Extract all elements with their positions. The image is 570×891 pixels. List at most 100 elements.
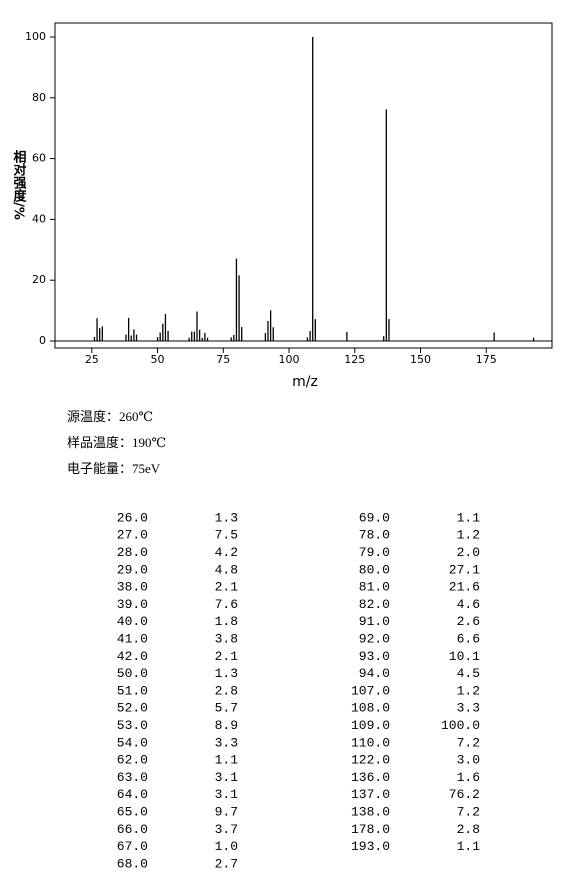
intensity-cell: 2.8 xyxy=(457,822,480,837)
intensity-cell: 9.7 xyxy=(215,805,238,820)
intensity-cell: 1.3 xyxy=(215,510,238,525)
y-tick-label: 80 xyxy=(32,91,46,104)
intensity-cell: 2.7 xyxy=(215,856,238,871)
intensity-cell: 4.6 xyxy=(457,597,480,612)
intensity-cell: 2.1 xyxy=(215,580,239,595)
mz-cell: 81.0 xyxy=(359,580,390,595)
intensity-cell: 7.2 xyxy=(457,735,480,750)
intensity-cell: 8.9 xyxy=(215,718,238,733)
intensity-cell: 1.1 xyxy=(457,510,481,525)
intensity-cell: 4.2 xyxy=(215,545,238,560)
intensity-cell: 2.6 xyxy=(457,614,480,629)
mz-cell: 67.0 xyxy=(117,839,148,854)
mz-cell: 178.0 xyxy=(351,822,390,837)
mz-cell: 138.0 xyxy=(351,805,390,820)
mz-cell: 193.0 xyxy=(351,839,390,854)
intensity-cell: 1.1 xyxy=(215,753,239,768)
mz-cell: 137.0 xyxy=(351,787,390,802)
y-tick-label: 100 xyxy=(25,30,46,43)
condition: 源温度：260℃ xyxy=(67,409,153,424)
mz-cell: 64.0 xyxy=(117,787,148,802)
x-tick-label: 150 xyxy=(410,353,431,366)
x-tick-label: 75 xyxy=(216,353,230,366)
intensity-cell: 5.7 xyxy=(215,701,238,716)
intensity-cell: 1.6 xyxy=(457,770,480,785)
y-tick-label: 40 xyxy=(32,212,46,225)
intensity-cell: 1.3 xyxy=(215,666,238,681)
x-tick-label: 25 xyxy=(85,353,99,366)
intensity-cell: 4.8 xyxy=(215,562,238,577)
intensity-cell: 1.8 xyxy=(215,614,238,629)
y-tick-label: 60 xyxy=(32,152,46,165)
mz-cell: 38.0 xyxy=(117,580,148,595)
mz-cell: 40.0 xyxy=(117,614,148,629)
intensity-cell: 1.2 xyxy=(457,683,480,698)
mz-cell: 53.0 xyxy=(117,718,148,733)
y-axis-label: 相对强度/% xyxy=(11,150,27,220)
intensity-cell: 1.1 xyxy=(457,839,481,854)
intensity-cell: 3.8 xyxy=(215,632,238,647)
mz-cell: 62.0 xyxy=(117,753,148,768)
intensity-cell: 3.1 xyxy=(215,787,239,802)
mz-cell: 110.0 xyxy=(351,735,390,750)
mz-cell: 92.0 xyxy=(359,632,390,647)
intensity-cell: 6.6 xyxy=(457,632,480,647)
mz-cell: 136.0 xyxy=(351,770,390,785)
intensity-cell: 27.1 xyxy=(449,562,480,577)
intensity-cell: 3.1 xyxy=(215,770,239,785)
mz-cell: 80.0 xyxy=(359,562,390,577)
intensity-cell: 21.6 xyxy=(449,580,480,595)
intensity-cell: 3.0 xyxy=(457,753,480,768)
y-tick-label: 20 xyxy=(32,273,46,286)
intensity-cell: 76.2 xyxy=(449,787,480,802)
x-tick-label: 100 xyxy=(279,353,300,366)
mz-cell: 66.0 xyxy=(117,822,148,837)
mz-cell: 108.0 xyxy=(351,701,390,716)
intensity-cell: 3.7 xyxy=(215,822,238,837)
intensity-cell: 3.3 xyxy=(457,701,480,716)
intensity-cell: 2.0 xyxy=(457,545,480,560)
x-axis-label: m/z xyxy=(292,374,318,390)
mz-cell: 93.0 xyxy=(359,649,390,664)
mz-cell: 109.0 xyxy=(351,718,390,733)
mz-cell: 94.0 xyxy=(359,666,390,681)
mz-cell: 41.0 xyxy=(117,632,148,647)
intensity-cell: 100.0 xyxy=(441,718,480,733)
intensity-cell: 7.6 xyxy=(215,597,238,612)
mz-cell: 51.0 xyxy=(117,683,148,698)
intensity-cell: 7.2 xyxy=(457,805,480,820)
x-tick-label: 175 xyxy=(476,353,497,366)
condition: 样品温度：190℃ xyxy=(67,435,166,450)
mz-cell: 27.0 xyxy=(117,528,148,543)
mz-cell: 107.0 xyxy=(351,683,390,698)
mz-cell: 69.0 xyxy=(359,510,390,525)
condition: 电子能量：75eV xyxy=(67,461,161,476)
mz-cell: 39.0 xyxy=(117,597,148,612)
mz-cell: 28.0 xyxy=(117,545,148,560)
intensity-cell: 2.1 xyxy=(215,649,239,664)
intensity-cell: 1.2 xyxy=(457,528,480,543)
x-tick-label: 50 xyxy=(151,353,165,366)
mz-cell: 68.0 xyxy=(117,856,148,871)
mz-cell: 122.0 xyxy=(351,753,390,768)
intensity-cell: 3.3 xyxy=(215,735,238,750)
mz-cell: 82.0 xyxy=(359,597,390,612)
mz-cell: 78.0 xyxy=(359,528,390,543)
mz-cell: 29.0 xyxy=(117,562,148,577)
mz-cell: 91.0 xyxy=(359,614,390,629)
intensity-cell: 7.5 xyxy=(215,528,238,543)
intensity-cell: 2.8 xyxy=(215,683,238,698)
mz-cell: 52.0 xyxy=(117,701,148,716)
mz-cell: 63.0 xyxy=(117,770,148,785)
intensity-cell: 1.0 xyxy=(215,839,238,854)
mz-cell: 42.0 xyxy=(117,649,148,664)
mz-cell: 50.0 xyxy=(117,666,148,681)
mz-cell: 54.0 xyxy=(117,735,148,750)
intensity-cell: 4.5 xyxy=(457,666,480,681)
mz-cell: 79.0 xyxy=(359,545,390,560)
x-tick-label: 125 xyxy=(344,353,365,366)
mz-cell: 65.0 xyxy=(117,805,148,820)
y-tick-label: 0 xyxy=(39,334,46,347)
